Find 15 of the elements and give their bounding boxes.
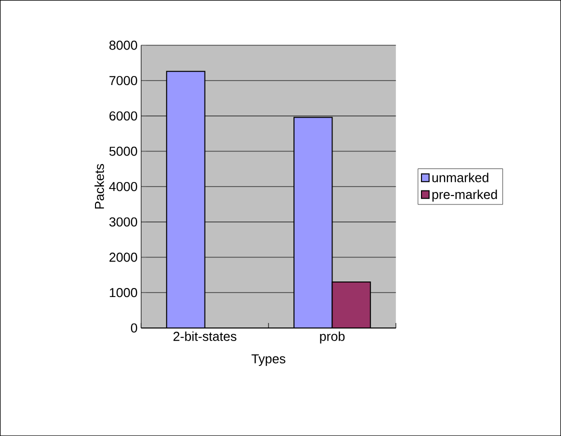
y-tick-label: 6000: [110, 111, 138, 120]
x-tick-label: prob: [320, 331, 345, 344]
y-tick-label: 0: [130, 323, 138, 332]
y-tick-label: 1000: [110, 288, 138, 298]
x-tick-label: 2-bit-states: [173, 331, 236, 341]
y-tick-label: 2000: [110, 252, 138, 262]
x-axis-title: Types: [252, 354, 286, 366]
legend-label: pre-marked: [432, 190, 497, 202]
y-tick-label: 8000: [109, 40, 138, 50]
y-axis-title: Packets: [94, 164, 104, 208]
legend-label: unmarked: [432, 172, 488, 182]
y-tick-label: 7000: [110, 76, 138, 86]
y-tick-label: 5000: [109, 146, 138, 156]
y-tick-label: 3000: [109, 217, 138, 226]
y-tick-label: 4000: [109, 182, 138, 192]
